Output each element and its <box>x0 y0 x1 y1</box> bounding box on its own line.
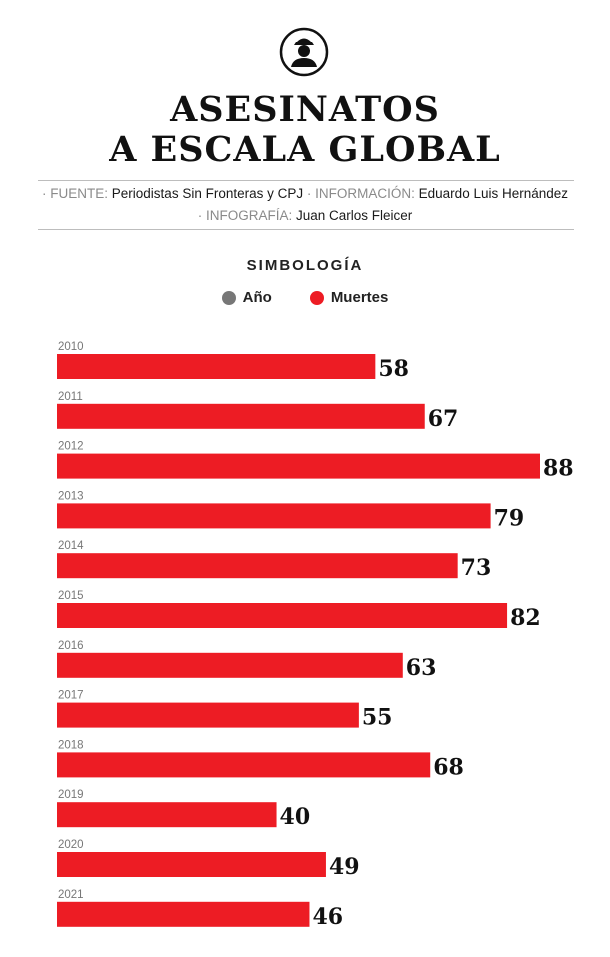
year-label: 2013 <box>58 490 84 502</box>
data-label: 49 <box>329 854 360 880</box>
informacion-value: Eduardo Luis Hernández <box>418 186 569 201</box>
bar <box>57 553 458 579</box>
data-label: 58 <box>378 356 409 382</box>
bar <box>57 852 326 877</box>
separator: · <box>41 186 47 201</box>
year-label: 2017 <box>58 690 84 702</box>
legend-swatch-ano <box>221 290 236 305</box>
year-label: 2010 <box>58 341 84 353</box>
divider-bottom <box>38 229 574 230</box>
title-line-1: ASESINATOS <box>170 89 440 130</box>
legend-item-muertes: Muertes <box>309 289 389 306</box>
data-label: 40 <box>280 804 311 830</box>
journalist-figure-icon <box>279 27 329 77</box>
year-label: 2021 <box>58 889 84 901</box>
legend-swatch-muertes <box>309 290 324 305</box>
data-label: 46 <box>312 904 343 930</box>
bar <box>57 652 403 678</box>
legend-label-ano: Año <box>242 289 272 306</box>
infografia-value: Juan Carlos Fleicer <box>296 208 413 223</box>
bar-chart: 2010 58 2011 67 2012 88 2013 79 2014 73 2015 82 2016… <box>57 341 574 930</box>
bar <box>57 503 491 529</box>
bar <box>57 752 431 778</box>
data-label: 55 <box>362 705 393 731</box>
fuente-value: Periodistas Sin Fronteras y CPJ <box>111 186 304 201</box>
title-line-2: A ESCALA GLOBAL <box>109 129 501 170</box>
data-label: 79 <box>494 505 525 531</box>
bar <box>57 802 277 828</box>
legend-title: SIMBOLOGÍA <box>246 257 364 274</box>
bar <box>57 901 310 927</box>
informacion-key: INFORMACIÓN: <box>315 186 415 201</box>
bar <box>57 354 376 379</box>
credits-line-1: · FUENTE: Periodistas Sin Fronteras y CP… <box>0 183 610 205</box>
legend-item-ano: Año <box>221 289 272 306</box>
fuente-key: FUENTE: <box>50 186 109 201</box>
year-label: 2011 <box>58 391 83 403</box>
data-label: 88 <box>543 456 574 482</box>
infografia-key: INFOGRAFÍA: <box>205 208 293 223</box>
year-label: 2014 <box>58 540 84 552</box>
credits-line-2: · INFOGRAFÍA: Juan Carlos Fleicer <box>0 205 610 227</box>
year-label: 2016 <box>58 640 84 652</box>
bar <box>57 403 425 429</box>
bar <box>57 702 359 728</box>
legend: Año Muertes <box>0 289 610 306</box>
separator: · <box>197 208 203 223</box>
year-label: 2015 <box>58 590 84 602</box>
bar <box>57 453 540 479</box>
year-label: 2012 <box>58 441 84 453</box>
separator: · <box>306 186 312 201</box>
data-label: 63 <box>406 655 437 681</box>
legend-label-muertes: Muertes <box>330 289 389 306</box>
data-label: 73 <box>461 555 492 581</box>
year-label: 2020 <box>58 839 84 851</box>
data-label: 67 <box>428 406 459 432</box>
bar <box>57 603 508 628</box>
year-label: 2018 <box>58 739 84 751</box>
divider-top <box>38 180 574 181</box>
year-label: 2019 <box>58 789 84 801</box>
data-label: 68 <box>433 754 464 780</box>
data-label: 82 <box>510 605 541 631</box>
